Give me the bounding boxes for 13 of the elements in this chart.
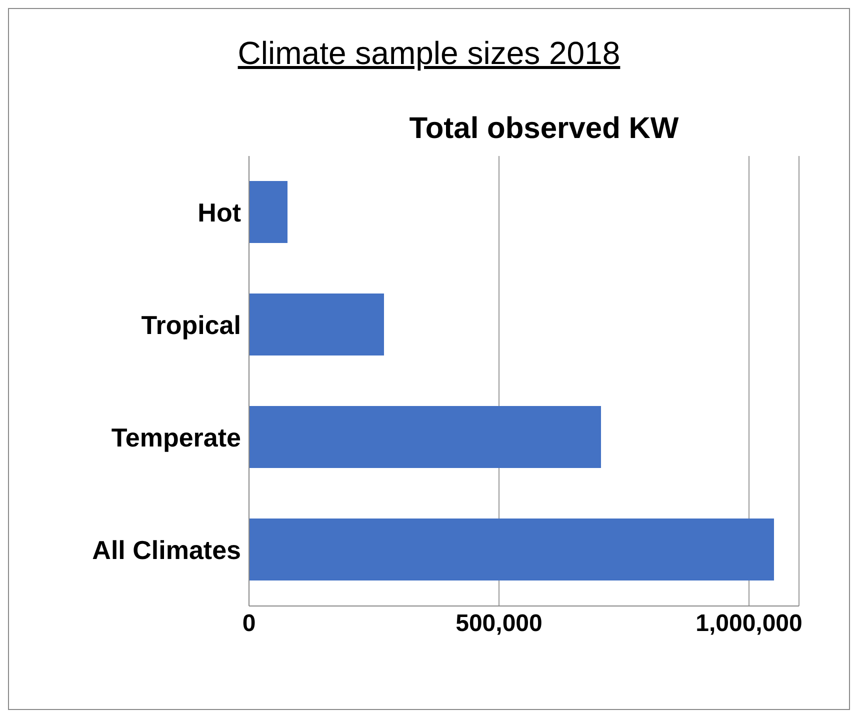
x-tick-label: 500,000 — [456, 610, 542, 638]
bar — [249, 406, 601, 468]
y-tick-label: Hot — [198, 197, 242, 228]
bar — [249, 181, 288, 243]
bar — [249, 518, 774, 580]
x-tick-label: 1,000,000 — [696, 610, 802, 638]
x-tick-label: 0 — [242, 610, 256, 638]
chart-subtitle: Total observed KW — [408, 112, 680, 146]
y-tick-label: All Climates — [92, 534, 241, 565]
chart-title: Climate sample sizes 2018 — [236, 35, 622, 72]
bar — [249, 294, 384, 356]
y-tick-label: Temperate — [111, 422, 241, 452]
y-tick-label: Tropical — [141, 310, 241, 340]
